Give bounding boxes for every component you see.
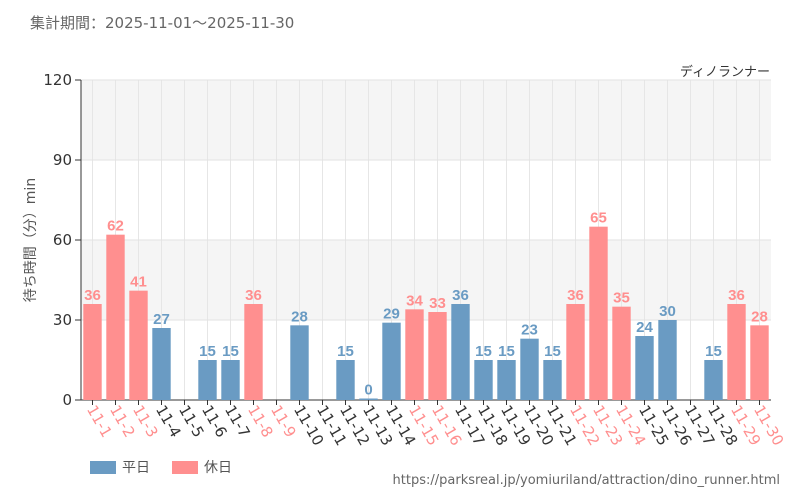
legend: 平日 休日: [90, 457, 254, 477]
bar: [106, 234, 125, 400]
data-label: 15: [475, 343, 492, 360]
bar: [566, 304, 585, 400]
data-label: 27: [153, 311, 170, 328]
bar: [750, 325, 769, 400]
data-label: 36: [452, 287, 469, 304]
data-label: 15: [337, 343, 354, 360]
data-label: 36: [84, 287, 101, 304]
bar: [474, 360, 493, 400]
legend-swatch-weekday: [90, 460, 116, 474]
y-tick-label: 120: [43, 71, 72, 89]
bar: [704, 360, 723, 400]
data-label: 15: [544, 343, 561, 360]
legend-label-holiday: 休日: [204, 460, 232, 476]
chart-title: ディノランナー: [680, 64, 770, 80]
plot-band: [81, 320, 771, 400]
data-label: 15: [705, 343, 722, 360]
period-label: 集計期間：2025-11-01～2025-11-30: [30, 14, 295, 32]
bar: [382, 322, 401, 400]
data-label: 36: [728, 287, 745, 304]
data-label: 23: [521, 322, 538, 339]
bar: [589, 226, 608, 400]
data-label: 36: [567, 287, 584, 304]
data-label: 34: [406, 292, 423, 309]
data-label: 15: [222, 343, 239, 360]
data-label: 62: [107, 218, 124, 235]
y-tick-label: 0: [62, 391, 72, 409]
bar: [198, 360, 217, 400]
y-tick-label: 60: [53, 231, 72, 249]
data-label: 28: [751, 308, 768, 325]
plot-band: [81, 80, 771, 160]
bar: [520, 338, 539, 400]
plot-band: [81, 240, 771, 320]
bar: [129, 290, 148, 400]
plot-band: [81, 160, 771, 240]
bar: [244, 304, 263, 400]
y-tick-label: 90: [53, 151, 72, 169]
data-label: 28: [291, 308, 308, 325]
y-axis-label: 待ち時間（分）min: [23, 178, 39, 302]
legend-label-weekday: 平日: [122, 460, 150, 476]
bar: [658, 320, 677, 400]
bar: [451, 304, 470, 400]
data-label: 24: [636, 319, 653, 336]
bar: [359, 398, 378, 400]
bar: [290, 325, 309, 400]
bar: [221, 360, 240, 400]
bar: [405, 309, 424, 400]
bar: [83, 304, 102, 400]
source-url: https://parksreal.jp/yomiuriland/attract…: [392, 473, 780, 488]
bar: [635, 336, 654, 400]
bar: [543, 360, 562, 400]
legend-item-holiday: 休日: [172, 457, 232, 477]
data-label: 15: [199, 343, 216, 360]
data-label: 35: [613, 290, 630, 307]
data-label: 0: [364, 382, 372, 399]
bar: [336, 360, 355, 400]
data-label: 41: [130, 274, 147, 291]
y-tick-label: 30: [53, 311, 72, 329]
data-label: 65: [590, 210, 607, 227]
bar: [612, 306, 631, 400]
bar: [497, 360, 516, 400]
bar: [428, 312, 447, 400]
data-label: 15: [498, 343, 515, 360]
bar: [152, 328, 171, 400]
data-label: 33: [429, 295, 446, 312]
data-label: 29: [383, 306, 400, 323]
legend-item-weekday: 平日: [90, 457, 150, 477]
data-label: 36: [245, 287, 262, 304]
bar: [727, 304, 746, 400]
legend-swatch-holiday: [172, 460, 198, 474]
data-label: 30: [659, 303, 676, 320]
